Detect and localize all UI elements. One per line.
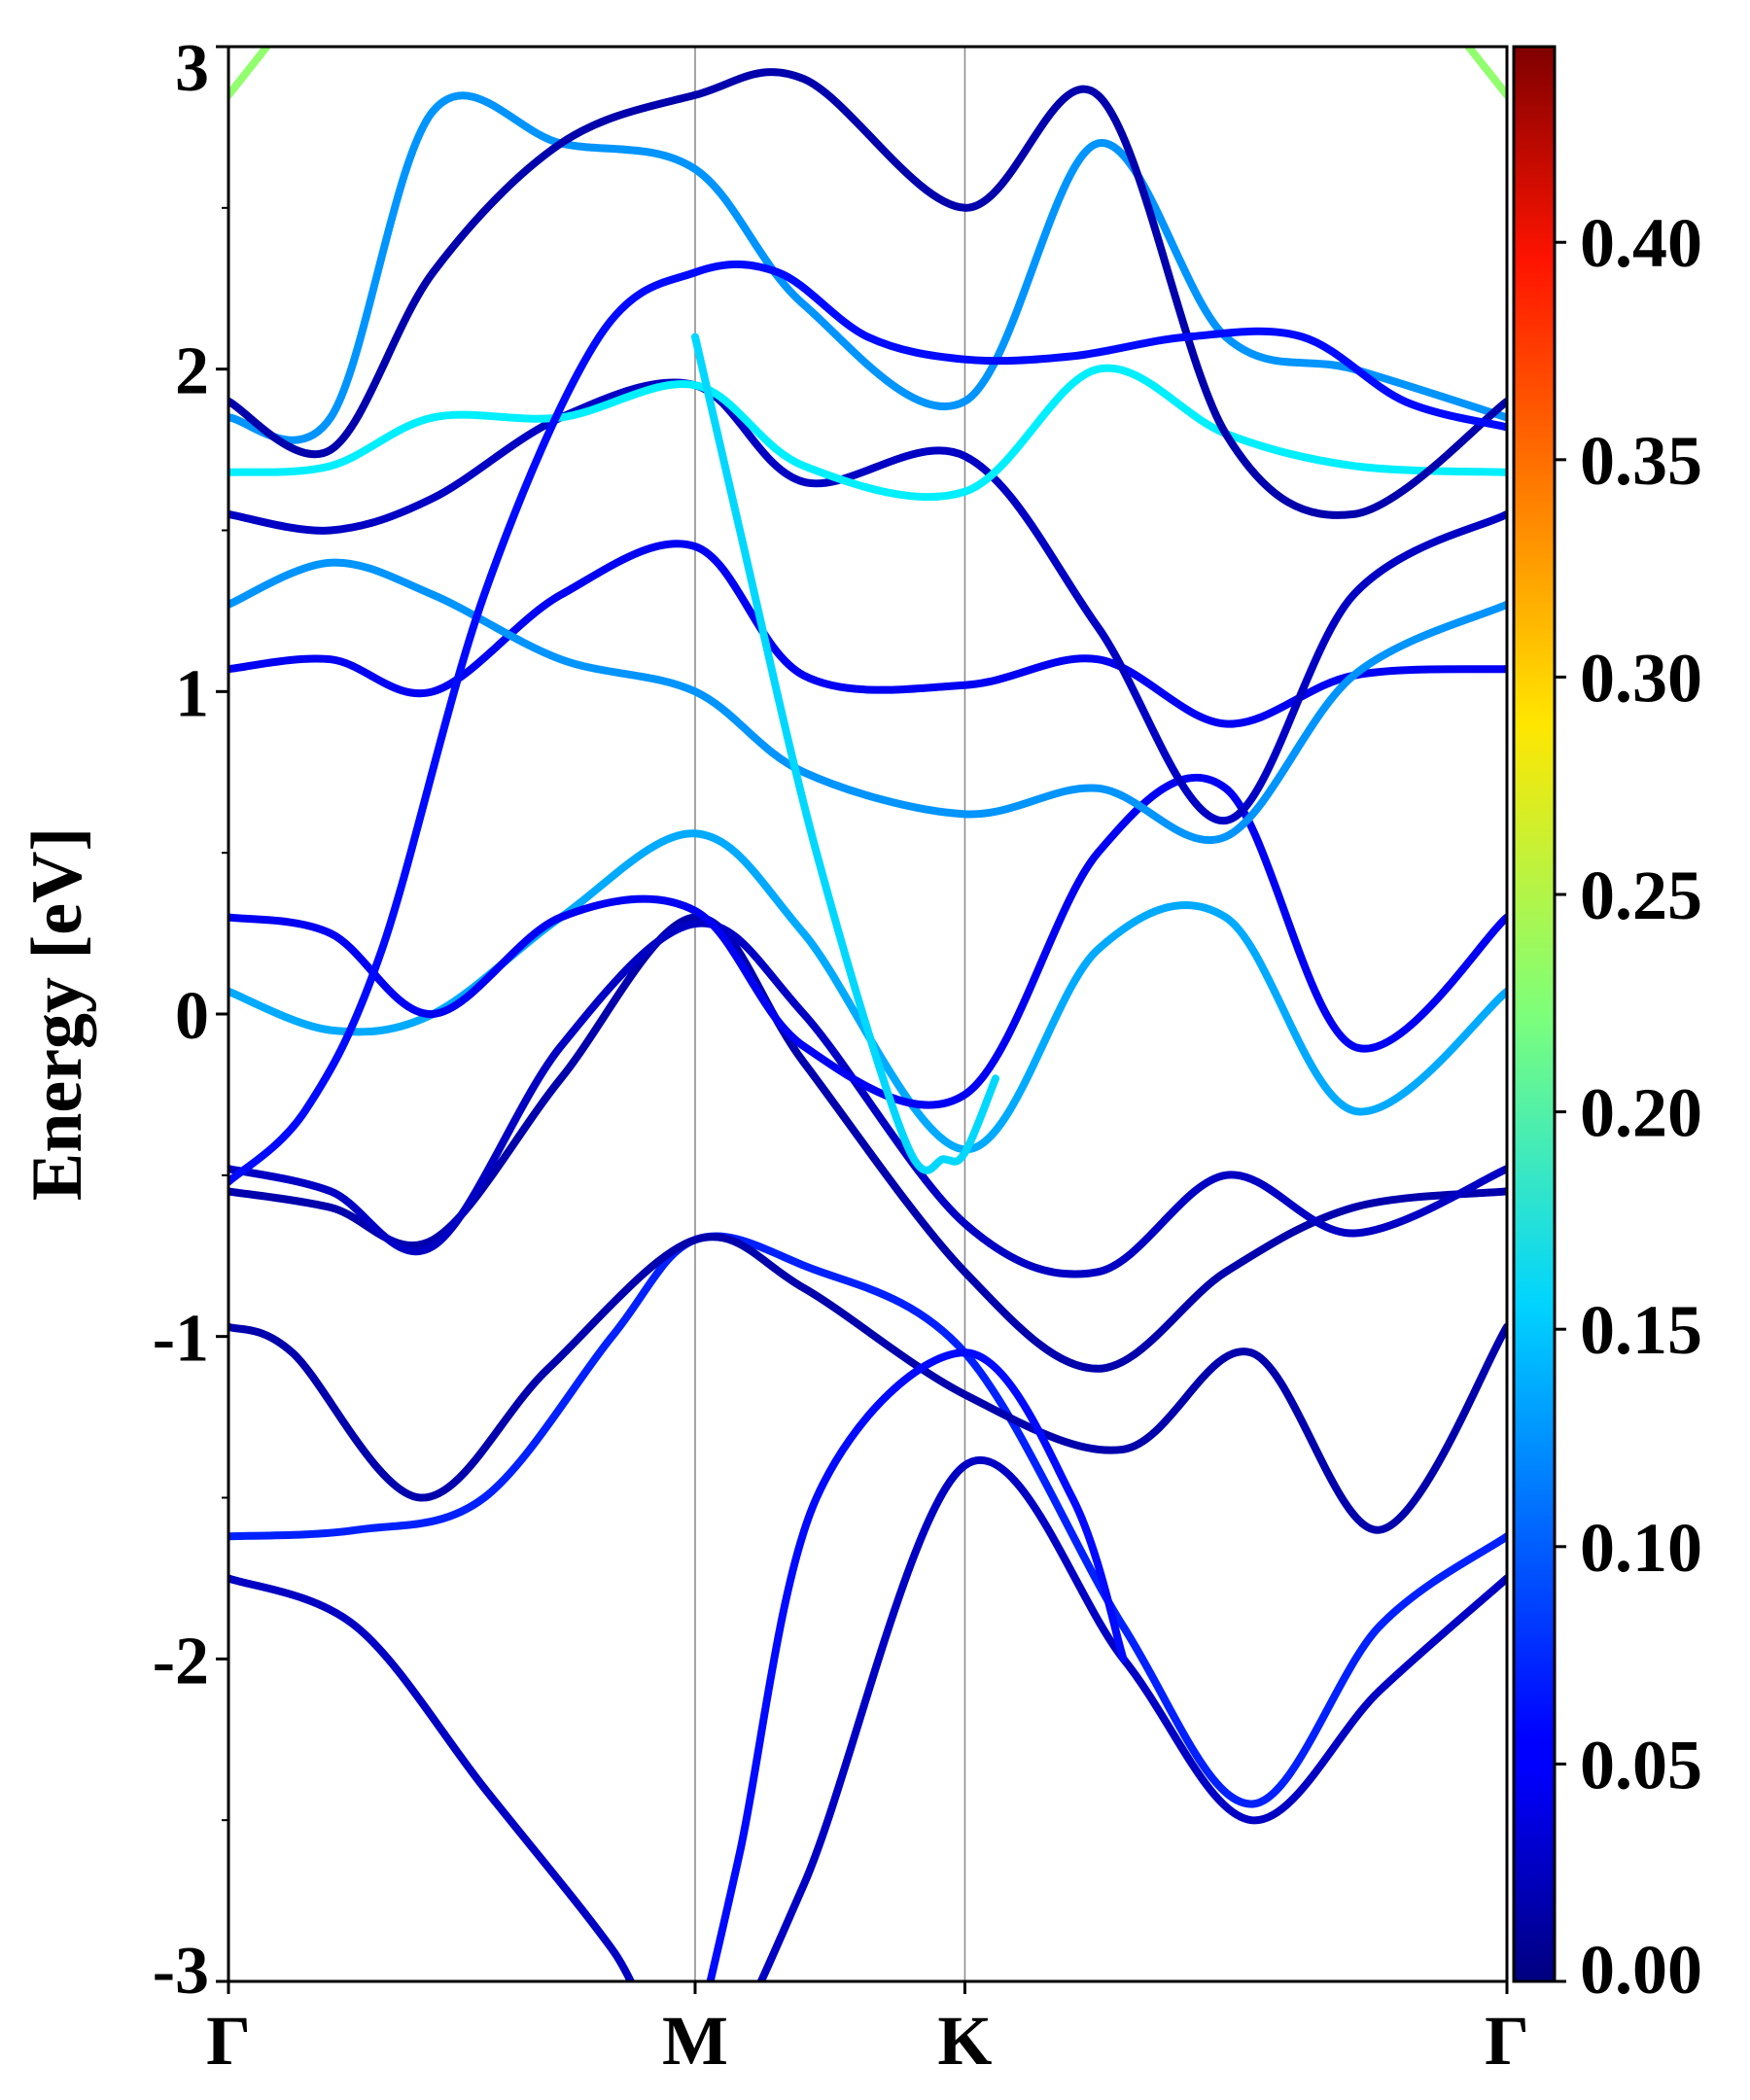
y-axis-ticks: 3 2 1 0 -1 -2 -3 [153,31,228,2009]
colorbar-ticks: 0.00 0.05 0.10 0.15 0.20 0.25 0.30 0.35 0.40 [1555,204,1702,2009]
band-line [228,919,1507,1278]
y-tick-label: 2 [175,334,209,409]
colorbar-tick-label: 0.20 [1580,1074,1702,1152]
colorbar-tick-label: 0.35 [1580,422,1702,500]
colorbar-tick-label: 0.15 [1580,1291,1702,1369]
band-line [228,91,1507,444]
band-line [228,68,1507,519]
band-line [228,364,1507,502]
y-tick-label: 3 [175,31,209,106]
band-line [228,773,1507,1109]
x-tick-label: Γ [206,2002,251,2080]
y-tick-label: -3 [153,1934,209,2009]
band-line [1464,47,1507,99]
x-tick-label: M [662,2002,728,2080]
high-symmetry-lines [694,47,966,1981]
plot-area: 3 2 1 0 -1 -2 -3 Γ M K Γ [153,31,1529,2080]
y-tick-label: 1 [175,656,209,731]
y-tick-label: 0 [175,979,209,1054]
colorbar: 0.00 0.05 0.10 0.15 0.20 0.25 0.30 0.35 0.40 [1512,45,1702,2009]
band-line [228,1455,1507,1981]
band-line [228,47,271,99]
colorbar-gradient [1514,47,1555,1981]
band-line [228,913,1507,1373]
x-tick-label: Γ [1485,2002,1529,2080]
band-line [228,378,1507,825]
colorbar-tick-label: 0.30 [1580,639,1702,717]
band-line [228,1233,1507,1534]
colorbar-tick-label: 0.40 [1580,204,1702,282]
band-line [228,540,1507,728]
band-line [691,332,999,1174]
band-lines [228,47,1507,1981]
x-tick-label: K [937,2002,992,2080]
colorbar-tick-label: 0.05 [1580,1726,1702,1803]
colorbar-tick-label: 0.25 [1580,857,1702,934]
colorbar-frame [1512,45,1557,1983]
y-tick-label: -2 [153,1624,209,1698]
band-line [228,260,1507,1186]
band-line [228,558,1507,845]
colorbar-tick-label: 0.10 [1580,1509,1702,1587]
y-axis-label: Energy [eV] [18,827,97,1201]
y-tick-label: -1 [153,1302,209,1377]
colorbar-tick-label: 0.00 [1580,1931,1702,2009]
band-line [228,1232,1507,1808]
band-line [706,1348,1128,1981]
